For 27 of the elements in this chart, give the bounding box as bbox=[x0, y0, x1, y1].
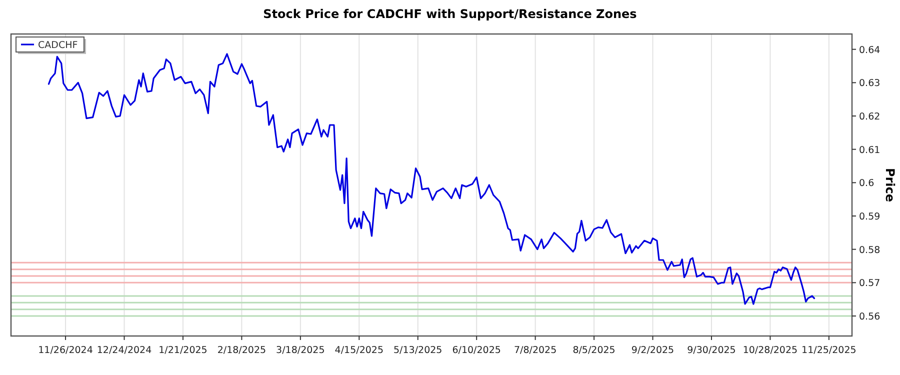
y-tick-label: 0.61 bbox=[859, 144, 880, 156]
x-tick-label: 10/28/2025 bbox=[742, 345, 798, 356]
x-tick-label: 4/15/2025 bbox=[334, 345, 384, 356]
x-tick-label: 6/10/2025 bbox=[452, 345, 501, 356]
x-tick-label: 9/30/2025 bbox=[687, 345, 736, 356]
chart-title: Stock Price for CADCHF with Support/Resistance Zones bbox=[263, 7, 637, 21]
x-tick-label: 9/2/2025 bbox=[631, 345, 674, 356]
y-tick-label: 0.57 bbox=[859, 278, 880, 290]
x-tick-label: 8/5/2025 bbox=[572, 345, 616, 356]
x-tick-label: 11/26/2024 bbox=[38, 345, 93, 356]
y-tick-label: 0.58 bbox=[859, 244, 880, 256]
x-tick-label: 1/21/2025 bbox=[158, 345, 208, 356]
y-tick-label: 0.62 bbox=[859, 112, 880, 122]
x-tick-label: 2/18/2025 bbox=[217, 345, 266, 356]
x-tick-label: 3/18/2025 bbox=[276, 345, 325, 356]
x-tick-label: 7/8/2025 bbox=[514, 345, 557, 356]
x-tick-label: 11/25/2025 bbox=[802, 345, 856, 356]
y-tick-label: 0.56 bbox=[859, 312, 880, 322]
y-tick-label: 0.6 bbox=[859, 178, 874, 190]
y-tick-label: 0.59 bbox=[859, 212, 880, 222]
y-tick-label: 0.64 bbox=[859, 44, 880, 56]
legend-label: CADCHF bbox=[38, 40, 78, 51]
x-tick-label: 5/13/2025 bbox=[394, 345, 442, 356]
line-series bbox=[48, 53, 816, 305]
y-axis-title: Price bbox=[883, 168, 897, 202]
y-tick-label: 0.63 bbox=[859, 78, 880, 90]
x-tick-label: 12/24/2024 bbox=[96, 345, 152, 356]
